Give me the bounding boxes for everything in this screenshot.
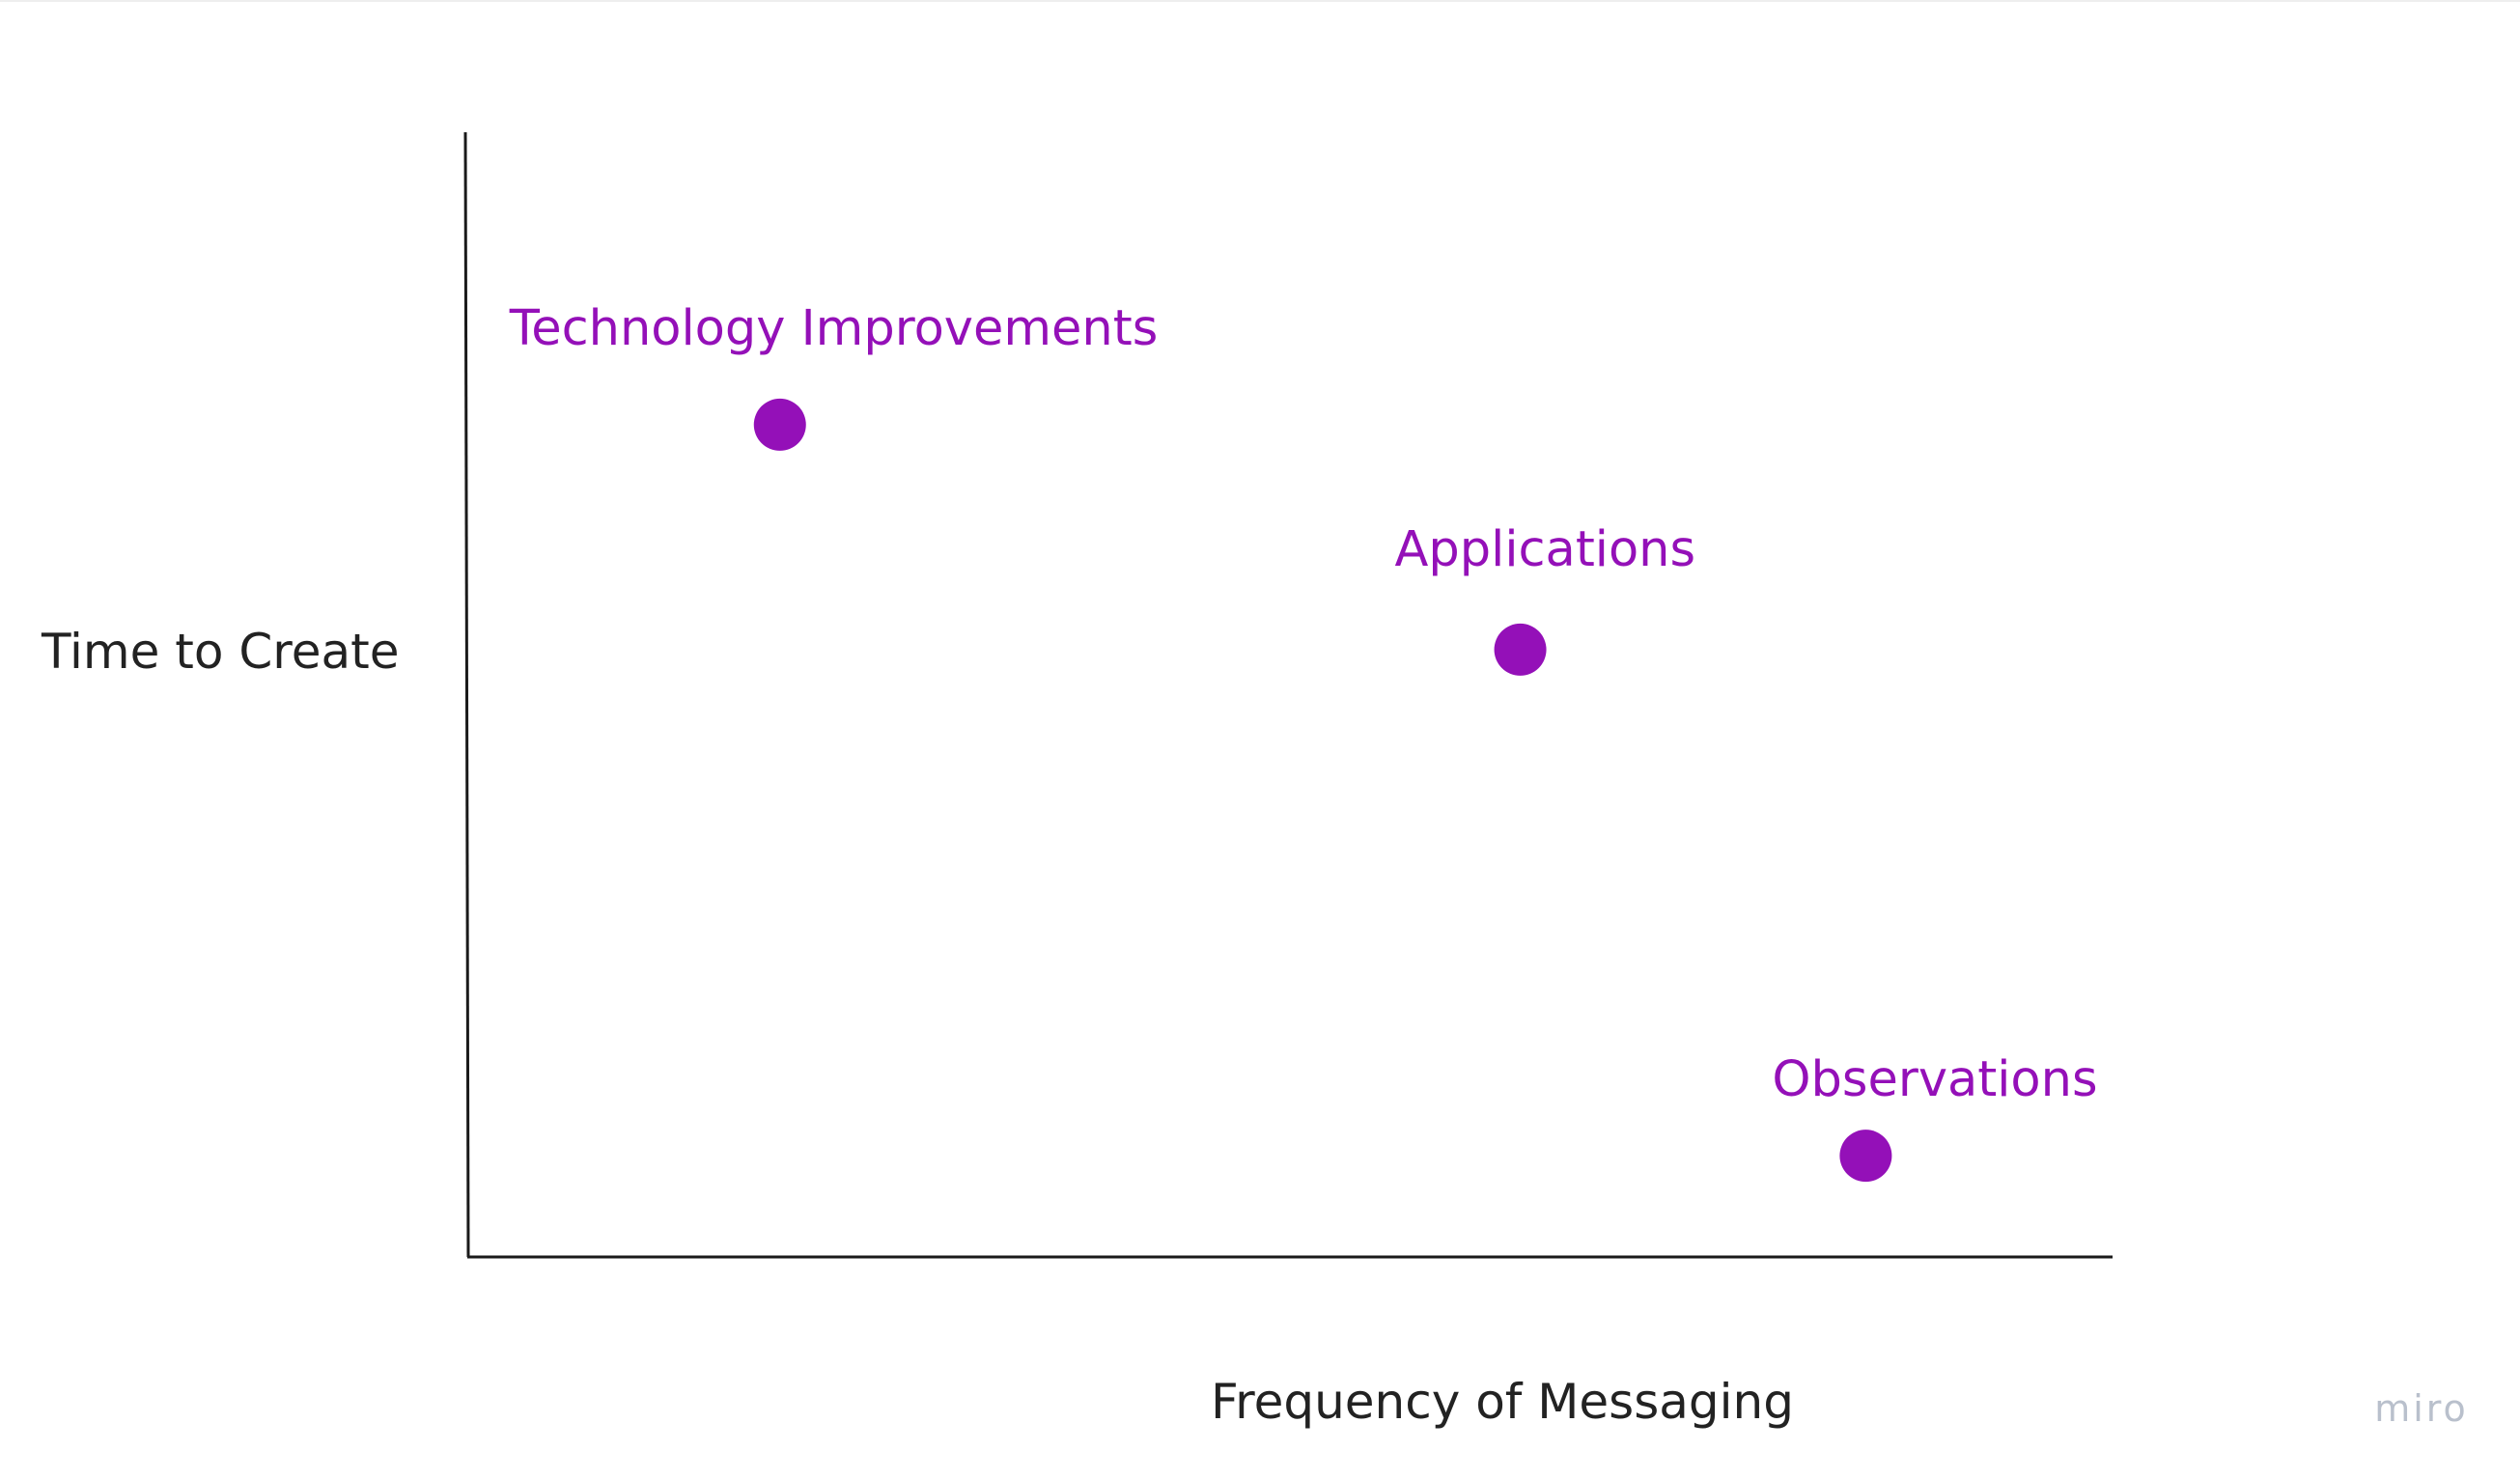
y-axis-line <box>463 131 470 1258</box>
y-axis-title: Time to Create <box>41 624 399 680</box>
data-point-label: Technology Improvements <box>509 300 1159 357</box>
data-point <box>1839 1130 1892 1183</box>
data-point <box>753 398 806 451</box>
top-edge-divider <box>0 0 2520 2</box>
data-point <box>1494 623 1547 676</box>
miro-logo: miro <box>2374 1387 2469 1430</box>
data-point-label: Applications <box>1395 521 1696 578</box>
x-axis-title: Frequency of Messaging <box>1211 1374 1794 1430</box>
data-point-label: Observations <box>1772 1051 2097 1108</box>
plot-area: Technology Improvements Applications Obser… <box>509 300 2098 1183</box>
